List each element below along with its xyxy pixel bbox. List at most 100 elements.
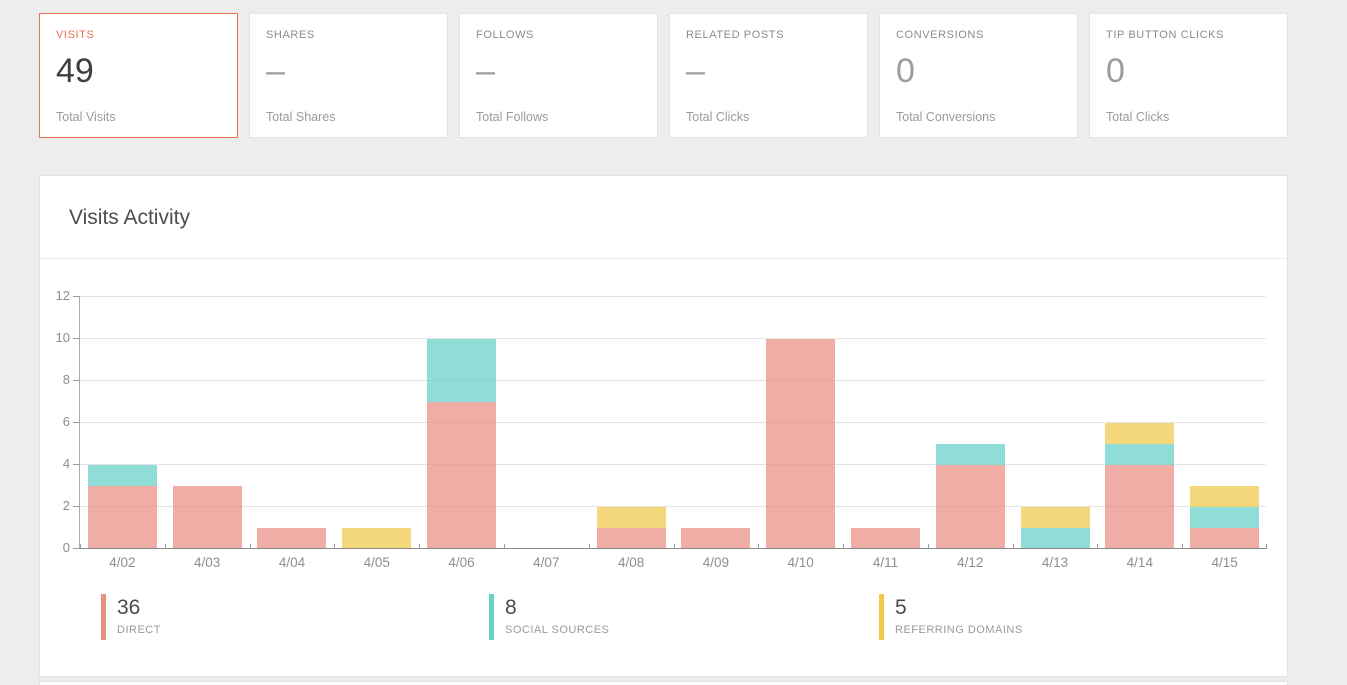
x-axis-label: 4/07	[533, 555, 560, 570]
x-axis-tick	[758, 544, 760, 549]
stat-card-sublabel: Total Visits	[56, 110, 116, 124]
gridline	[80, 422, 1266, 423]
y-axis-label: 2	[62, 498, 70, 513]
stat-card-label: SHARES	[266, 29, 315, 41]
gridline	[80, 464, 1266, 465]
stat-cards-row: VISITS 49 Total Visits SHARES – Total Sh…	[39, 13, 1288, 138]
x-axis-label: 4/03	[194, 555, 221, 570]
visits-activity-chart: 0 2 4 6 8 10 12 4/02 4/03 4/04 4/05 4/06 4/07 4/08 4/0…	[56, 289, 1267, 570]
y-axis-label: 6	[62, 414, 70, 429]
y-axis-tick	[73, 296, 80, 297]
bar-segment-direct[interactable]	[172, 486, 242, 549]
y-axis-label: 12	[55, 288, 70, 303]
x-axis-label: 4/15	[1211, 555, 1238, 570]
x-axis-tick	[249, 544, 251, 549]
x-axis-tick	[80, 544, 81, 549]
x-axis-label: 4/10	[787, 555, 814, 570]
stat-card-tip-button-clicks[interactable]: TIP BUTTON CLICKS 0 Total Clicks	[1089, 13, 1288, 138]
bar-segment-social-sources[interactable]	[1105, 444, 1175, 465]
legend-label-direct: DIRECT	[117, 624, 161, 637]
x-axis-label: 4/14	[1126, 555, 1153, 570]
legend-value-direct: 36	[117, 596, 141, 619]
x-axis-tick	[1097, 544, 1099, 549]
x-axis-label: 4/05	[363, 555, 390, 570]
stat-card-value: 0	[1106, 52, 1125, 90]
legend-marker-social-sources	[489, 594, 494, 640]
stat-card-label: CONVERSIONS	[896, 29, 984, 41]
legend-label-social-sources: SOCIAL SOURCES	[505, 624, 610, 637]
x-axis-line	[80, 548, 1266, 549]
stat-card-label: VISITS	[56, 29, 95, 41]
legend-value-referring-domains: 5	[895, 596, 907, 619]
bar-segment-referring-domains[interactable]	[1105, 423, 1175, 444]
stat-card-visits[interactable]: VISITS 49 Total Visits	[39, 13, 238, 138]
bar-segment-social-sources[interactable]	[935, 444, 1005, 465]
x-axis-label: 4/11	[872, 555, 899, 570]
x-axis-tick	[419, 544, 421, 549]
panel-header: Visits Activity	[40, 176, 1287, 259]
chart-legend: 36 DIRECT 8 SOCIAL SOURCES 5 REFERRING D…	[40, 594, 1287, 644]
legend-label-referring-domains: REFERRING DOMAINS	[895, 624, 1023, 637]
stat-card-sublabel: Total Clicks	[686, 110, 750, 124]
x-axis-label: 4/08	[617, 555, 645, 570]
stat-card-value: 0	[896, 52, 915, 90]
x-axis-tick	[1266, 544, 1267, 549]
stat-card-label: RELATED POSTS	[686, 29, 785, 41]
y-axis-label: 8	[62, 372, 70, 387]
y-axis-tick	[73, 338, 80, 339]
y-axis-label: 4	[62, 456, 70, 471]
bar-segment-direct[interactable]	[1190, 528, 1260, 549]
panel-title: Visits Activity	[69, 206, 190, 229]
bar-segment-direct[interactable]	[850, 528, 920, 549]
x-axis-tick	[1012, 544, 1014, 549]
legend-item-social-sources: 8 SOCIAL SOURCES	[489, 594, 609, 640]
bar-segment-social-sources[interactable]	[87, 465, 157, 486]
y-axis-tick	[73, 380, 80, 381]
y-axis-tick	[73, 464, 80, 465]
bar-segment-direct[interactable]	[427, 402, 497, 549]
x-axis-tick	[164, 544, 166, 549]
bar-segment-social-sources[interactable]	[1020, 528, 1090, 549]
bar-segment-direct[interactable]	[257, 528, 327, 549]
next-panel-edge	[39, 681, 1288, 685]
x-axis-label: 4/09	[702, 555, 730, 570]
x-axis-label: 4/02	[109, 555, 136, 570]
bar-segment-referring-domains[interactable]	[596, 507, 666, 528]
y-axis-label: 0	[62, 540, 70, 555]
x-axis-label: 4/04	[278, 555, 306, 570]
stat-card-conversions[interactable]: CONVERSIONS 0 Total Conversions	[879, 13, 1078, 138]
x-axis-tick	[843, 544, 845, 549]
x-axis-tick	[673, 544, 675, 549]
stat-card-label: TIP BUTTON CLICKS	[1106, 29, 1224, 41]
x-axis-label: 4/06	[448, 555, 475, 570]
bar-segment-social-sources[interactable]	[1190, 507, 1260, 528]
legend-value-social-sources: 8	[505, 596, 517, 619]
stat-card-follows[interactable]: FOLLOWS – Total Follows	[459, 13, 658, 138]
bar-segment-referring-domains[interactable]	[342, 528, 412, 549]
stat-card-shares[interactable]: SHARES – Total Shares	[249, 13, 448, 138]
bar-segment-direct[interactable]	[596, 528, 666, 549]
bar-segment-referring-domains[interactable]	[1020, 507, 1090, 528]
bar-segment-social-sources[interactable]	[427, 339, 497, 402]
x-axis-tick	[588, 544, 590, 549]
stat-card-related-posts[interactable]: RELATED POSTS – Total Clicks	[669, 13, 868, 138]
bar-segment-direct[interactable]	[1105, 465, 1175, 549]
stat-card-sublabel: Total Clicks	[1106, 110, 1170, 124]
bar-segment-referring-domains[interactable]	[1190, 486, 1260, 507]
stat-card-value: –	[686, 52, 705, 90]
y-axis-label: 10	[55, 330, 70, 345]
bar-segment-direct[interactable]	[766, 339, 836, 549]
legend-item-referring-domains: 5 REFERRING DOMAINS	[879, 594, 1023, 640]
legend-item-direct: 36 DIRECT	[101, 594, 161, 640]
bar-segment-direct[interactable]	[935, 465, 1005, 549]
bar-segment-direct[interactable]	[681, 528, 751, 549]
gridline	[80, 338, 1266, 339]
y-axis-tick	[73, 548, 80, 549]
stat-card-value: –	[476, 52, 495, 90]
x-axis-label: 4/12	[957, 555, 984, 570]
bar-segment-direct[interactable]	[87, 486, 157, 549]
legend-marker-referring-domains	[879, 594, 884, 640]
stat-card-value: –	[266, 52, 285, 90]
x-axis-tick	[503, 544, 505, 549]
